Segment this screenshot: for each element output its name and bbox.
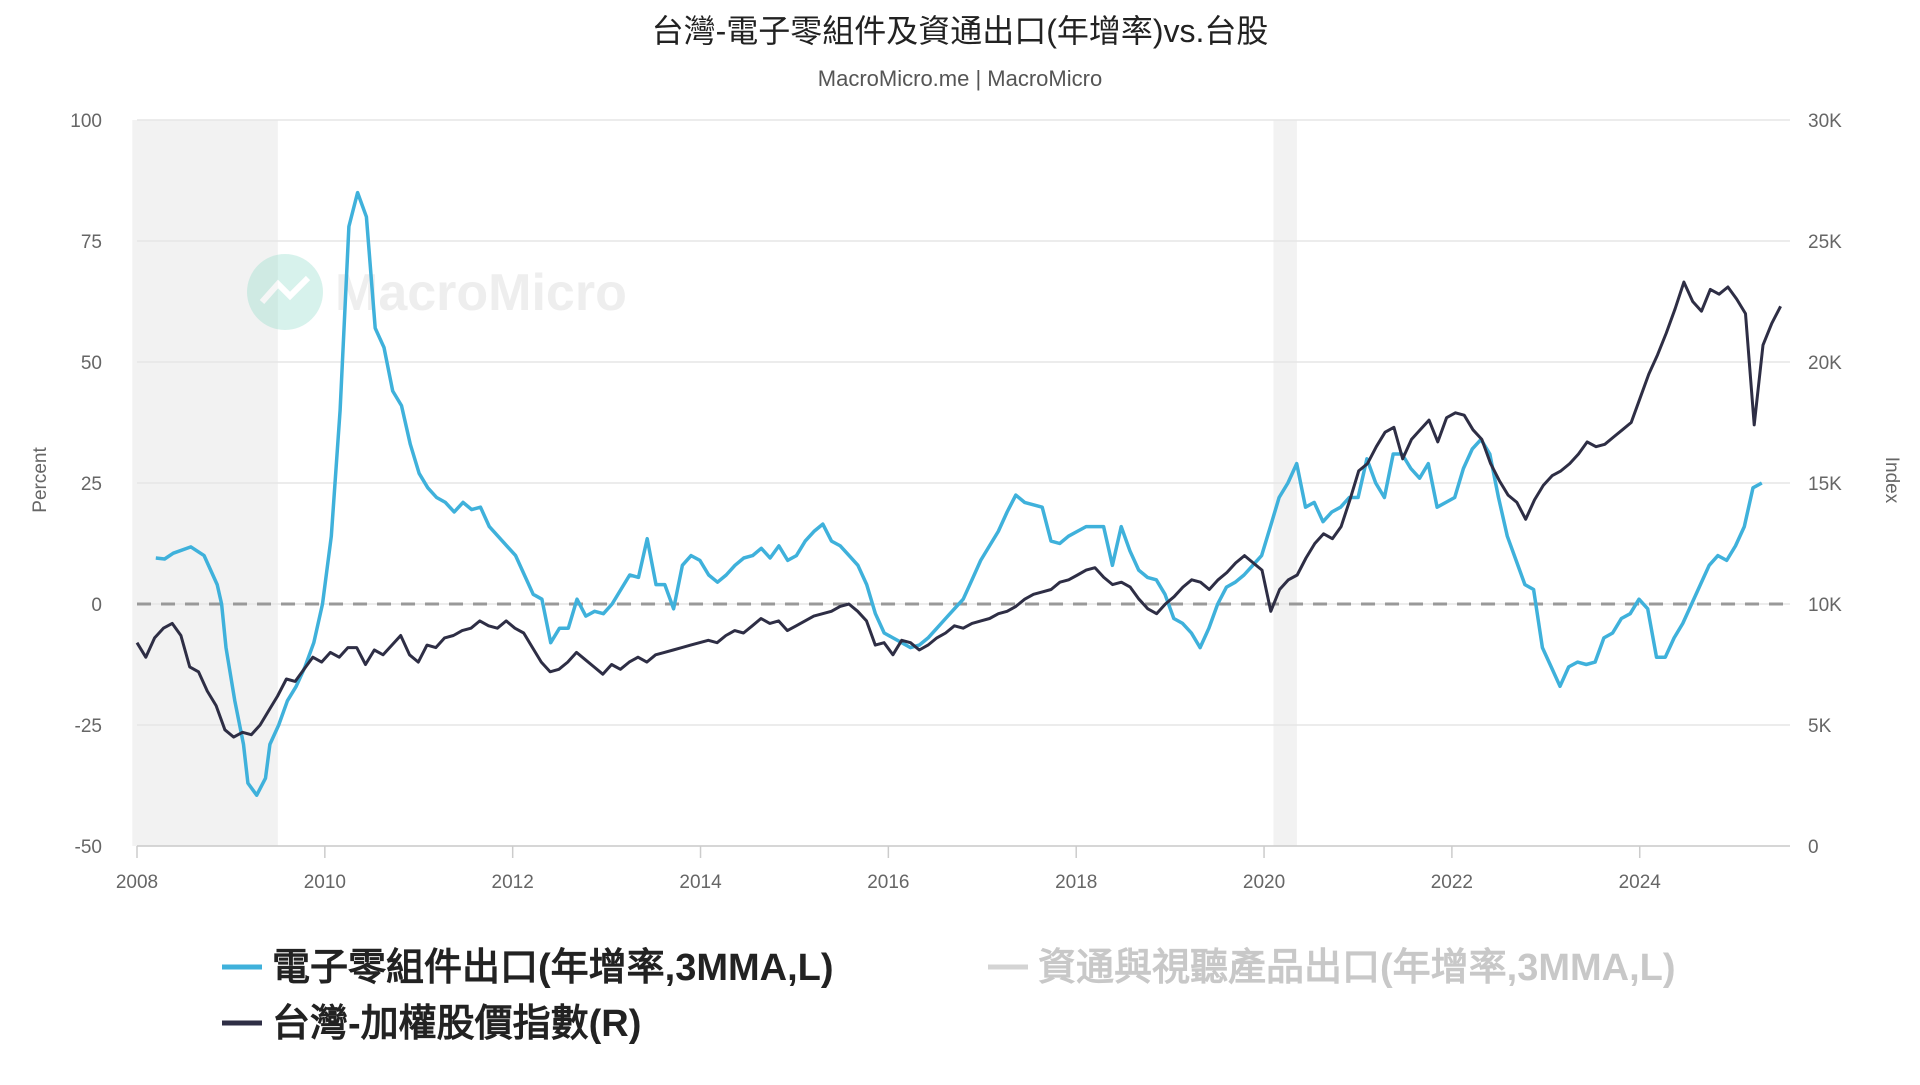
x-tick-label: 2024 bbox=[1619, 872, 1662, 893]
y-right-axis-title: Index bbox=[1881, 457, 1902, 504]
legend-label-electronic[interactable]: 電子零組件出口(年增率,3MMA,L) bbox=[272, 947, 834, 989]
y-left-tick-label: 50 bbox=[81, 353, 102, 374]
y-right-tick-label: 15K bbox=[1808, 474, 1842, 495]
legend-label-taiex[interactable]: 台灣-加權股價指數(R) bbox=[272, 1003, 641, 1045]
y-right-tick-label: 5K bbox=[1808, 716, 1832, 737]
watermark-logo-icon bbox=[247, 254, 323, 330]
x-axis: 2008 2010 2012 2014 2016 2018 2020 2022 2024 bbox=[116, 845, 1790, 893]
y-right-tick-label: 20K bbox=[1808, 353, 1842, 374]
series-line-taiex bbox=[135, 280, 1782, 739]
y-left-tick-label: -25 bbox=[75, 716, 102, 737]
chart-subtitle: MacroMicro.me | MacroMicro bbox=[818, 66, 1102, 91]
x-tick-label: 2008 bbox=[116, 872, 158, 893]
y-left-ticks: 100 75 50 25 0 -25 -50 bbox=[70, 111, 102, 858]
y-right-tick-label: 10K bbox=[1808, 595, 1842, 616]
x-tick-label: 2020 bbox=[1243, 872, 1285, 893]
watermark: MacroMicro bbox=[247, 254, 627, 330]
x-tick-label: 2014 bbox=[679, 872, 722, 893]
x-tick-label: 2016 bbox=[867, 872, 909, 893]
legend-label-ict[interactable]: 資通與視聽產品出口(年增率,3MMA,L) bbox=[1038, 946, 1676, 989]
series-layer bbox=[135, 190, 1782, 797]
chart-title: 台灣-電子零組件及資通出口(年增率)vs.台股 bbox=[652, 13, 1269, 49]
watermark-logo-mark bbox=[259, 275, 311, 304]
y-left-tick-label: -50 bbox=[75, 837, 102, 858]
x-tick-label: 2010 bbox=[304, 872, 346, 893]
x-tick-label: 2012 bbox=[492, 872, 534, 893]
legend[interactable]: 電子零組件出口(年增率,3MMA,L) 資通與視聽產品出口(年增率,3MMA,L… bbox=[222, 946, 1676, 1045]
y-left-tick-label: 75 bbox=[81, 232, 102, 253]
y-right-tick-label: 25K bbox=[1808, 232, 1842, 253]
y-right-tick-label: 30K bbox=[1808, 111, 1842, 132]
y-left-axis-title: Percent bbox=[30, 447, 51, 513]
legend-item-taiex[interactable]: 台灣-加權股價指數(R) bbox=[222, 1003, 641, 1045]
legend-item-electronic[interactable]: 電子零組件出口(年增率,3MMA,L) bbox=[222, 947, 834, 989]
watermark-text: MacroMicro bbox=[335, 264, 627, 322]
legend-item-ict[interactable]: 資通與視聽產品出口(年增率,3MMA,L) bbox=[988, 946, 1676, 989]
y-left-tick-label: 0 bbox=[91, 595, 102, 616]
x-tick-label: 2022 bbox=[1431, 872, 1473, 893]
y-left-tick-label: 25 bbox=[81, 474, 102, 495]
y-left-tick-label: 100 bbox=[70, 111, 102, 132]
y-right-ticks: 30K 25K 20K 15K 10K 5K 0 bbox=[1808, 111, 1842, 858]
x-tick-label: 2018 bbox=[1055, 872, 1097, 893]
y-right-tick-label: 0 bbox=[1808, 837, 1819, 858]
series-line-electronic bbox=[155, 190, 1763, 797]
